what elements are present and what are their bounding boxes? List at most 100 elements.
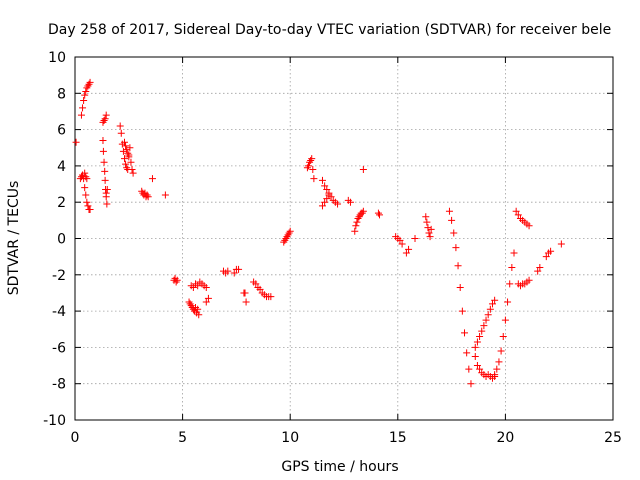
data-point <box>450 229 458 237</box>
data-point <box>445 207 453 215</box>
data-point <box>125 153 133 161</box>
data-point <box>491 371 499 379</box>
data-point <box>148 175 156 183</box>
data-point <box>310 175 318 183</box>
data-point <box>476 365 484 373</box>
data-point <box>458 307 466 315</box>
data-point <box>497 347 505 355</box>
data-point <box>354 215 362 223</box>
data-point <box>122 142 130 150</box>
data-point <box>86 205 94 213</box>
data-point <box>306 158 314 166</box>
data-point <box>456 284 464 292</box>
data-point <box>309 166 317 174</box>
data-point <box>173 276 181 284</box>
data-point <box>411 235 419 242</box>
data-point <box>144 193 152 201</box>
data-point <box>425 229 433 237</box>
data-point <box>85 80 93 88</box>
data-point <box>346 198 354 206</box>
data-point <box>321 198 329 206</box>
x-tick-label: 0 <box>71 430 80 446</box>
data-point <box>256 285 264 293</box>
data-point <box>321 182 329 190</box>
data-point <box>81 169 89 177</box>
data-point <box>186 300 194 308</box>
data-point <box>307 156 315 164</box>
data-point <box>143 191 151 199</box>
data-point <box>454 262 462 270</box>
data-point <box>351 227 359 235</box>
data-point <box>318 202 326 210</box>
data-point <box>127 158 135 166</box>
data-point <box>484 311 492 319</box>
data-point <box>84 82 92 90</box>
data-point <box>280 238 288 246</box>
data-point <box>77 111 85 119</box>
data-point <box>491 296 499 304</box>
x-tick-label: 25 <box>604 430 622 446</box>
data-point <box>473 362 481 370</box>
y-tick-label: 4 <box>57 159 66 175</box>
data-point <box>202 298 210 306</box>
data-point <box>358 209 366 217</box>
data-point <box>398 240 406 248</box>
data-point <box>318 176 326 184</box>
data-point <box>126 144 134 152</box>
data-point <box>123 164 131 172</box>
data-point <box>120 138 128 146</box>
y-tick-label: 2 <box>57 195 66 211</box>
data-point <box>99 136 107 144</box>
y-tick-label: -4 <box>52 304 66 320</box>
data-point <box>480 322 488 330</box>
data-point <box>508 264 516 272</box>
data-point <box>194 305 202 313</box>
data-point <box>286 227 294 235</box>
data-point <box>72 138 80 146</box>
data-series <box>72 78 565 388</box>
data-point <box>230 269 238 277</box>
data-point <box>308 155 316 163</box>
y-tick-label: -10 <box>43 413 66 429</box>
data-point <box>352 222 360 230</box>
data-point <box>101 176 109 184</box>
data-point <box>117 129 125 137</box>
data-point <box>252 280 260 288</box>
data-point <box>81 91 89 99</box>
data-point <box>83 175 91 183</box>
data-point <box>467 380 475 388</box>
data-point <box>525 222 533 230</box>
data-point <box>283 233 291 241</box>
chart-title: Day 258 of 2017, Sidereal Day-to-day VTE… <box>48 22 611 38</box>
data-point <box>303 164 311 172</box>
data-point <box>427 225 435 233</box>
data-point <box>241 289 249 297</box>
data-point <box>471 343 479 351</box>
data-point <box>323 195 331 203</box>
data-point <box>488 300 496 308</box>
y-axis-label: SDTVAR / TECUs <box>6 181 22 296</box>
x-axis-label: GPS time / hours <box>281 459 398 475</box>
x-tick-label: 5 <box>178 430 187 446</box>
data-point <box>473 338 481 346</box>
data-point <box>471 352 479 360</box>
data-point <box>510 249 518 257</box>
data-point <box>495 358 503 366</box>
data-point <box>482 316 490 324</box>
data-point <box>359 207 367 215</box>
y-tick-label: -2 <box>52 268 66 284</box>
data-point <box>128 166 136 174</box>
data-point <box>396 236 404 244</box>
data-point <box>80 97 88 105</box>
data-point <box>463 349 471 357</box>
data-point <box>426 233 434 241</box>
data-point <box>355 213 363 221</box>
data-point <box>476 333 484 341</box>
data-point <box>83 84 91 92</box>
y-tick-label: 0 <box>57 232 66 248</box>
data-point <box>99 118 107 126</box>
data-point <box>116 122 124 130</box>
data-point <box>194 282 202 290</box>
data-point <box>514 211 522 219</box>
